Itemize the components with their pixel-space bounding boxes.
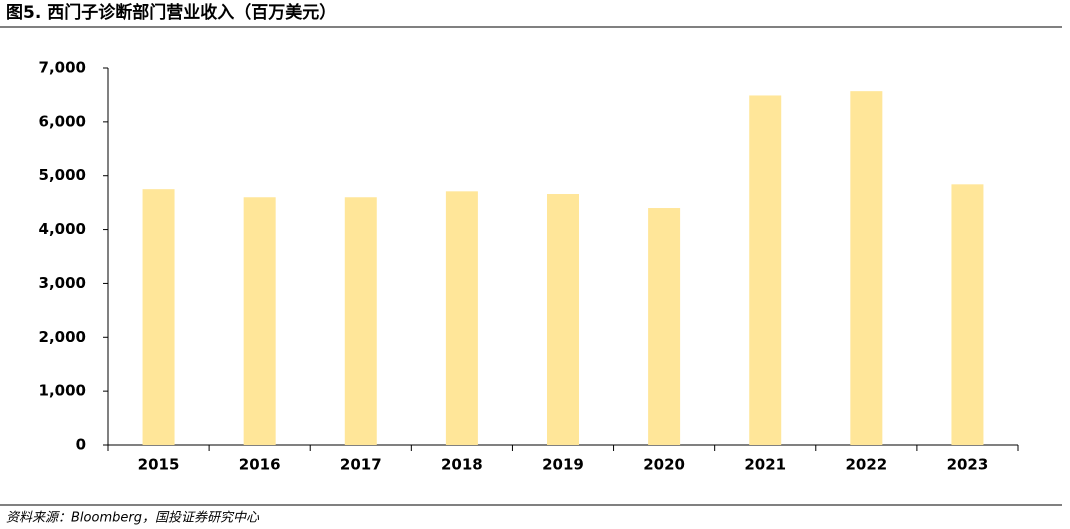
bar [547, 194, 579, 445]
y-tick-label: 1,000 [39, 382, 86, 400]
y-tick-label: 0 [76, 436, 86, 454]
x-tick-label: 2015 [138, 456, 180, 474]
source-note: 资料来源：Bloomberg，国投证券研究中心 [6, 510, 260, 526]
bar [749, 95, 782, 446]
bar [951, 184, 984, 445]
bar [850, 91, 883, 445]
chart-title: 图5. 西门子诊断部门营业收入（百万美元） [6, 2, 336, 23]
x-tick-label: 2022 [845, 456, 887, 474]
x-tick-label: 2017 [340, 456, 382, 474]
x-tick-label: 2021 [744, 456, 786, 474]
y-tick-label: 3,000 [39, 274, 86, 292]
y-tick-label: 6,000 [39, 112, 86, 130]
bar [344, 197, 377, 445]
bar [648, 208, 681, 445]
x-tick-label: 2023 [947, 456, 989, 474]
y-tick-label: 4,000 [39, 220, 86, 238]
x-tick-label: 2019 [542, 456, 584, 474]
bar [445, 191, 478, 445]
x-tick-label: 2018 [441, 456, 483, 474]
x-tick-label: 2020 [643, 456, 685, 474]
bar [142, 189, 175, 445]
bar [243, 197, 276, 445]
y-tick-label: 2,000 [39, 328, 86, 346]
x-tick-label: 2016 [239, 456, 281, 474]
y-tick-label: 5,000 [39, 166, 86, 184]
y-tick-label: 7,000 [39, 59, 86, 77]
